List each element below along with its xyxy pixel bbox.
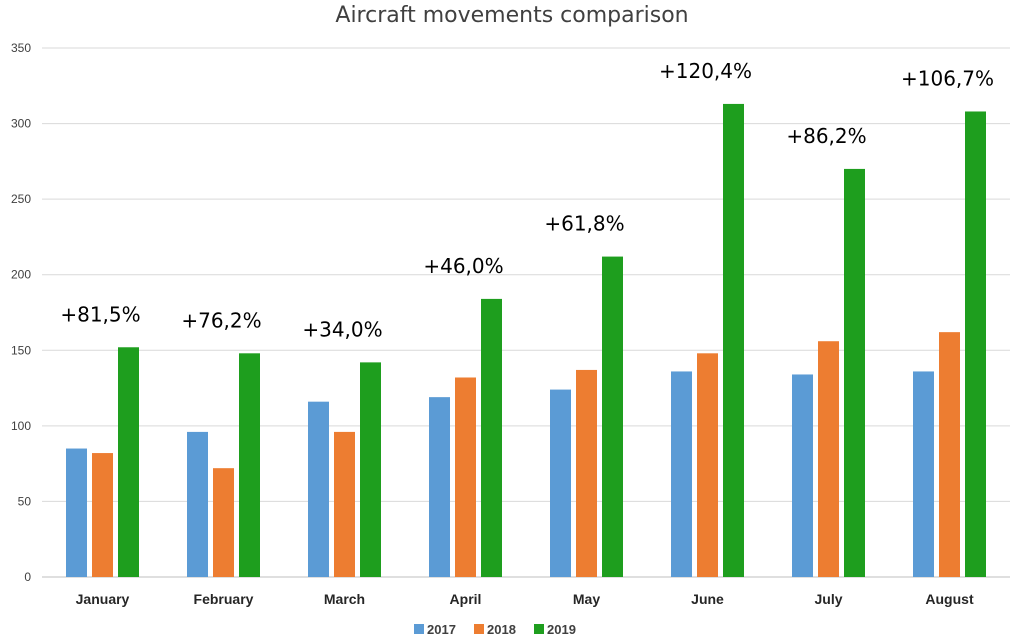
bar-2019-march [360,362,381,577]
growth-annotation: +34,0% [302,317,382,341]
y-tick-label: 350 [11,41,31,55]
growth-annotation: +106,7% [901,66,994,90]
bar-2018-june [697,353,718,577]
x-tick-label: June [691,591,724,607]
bar-2019-april [481,298,502,577]
bar-2019-june [723,103,744,578]
bar-2017-february [187,431,208,577]
bar-2018-may [576,369,597,577]
bar-2019-may [602,256,623,577]
x-axis-ticks: January February March April May June July Augu… [76,591,974,607]
bar-2018-july [818,341,839,577]
legend-label-2017: 2017 [427,622,456,637]
bar-2017-may [550,389,571,577]
y-tick-label: 50 [18,494,32,508]
bar-2019-july [844,168,865,577]
x-tick-label: July [814,591,842,607]
bar-2018-april [455,377,476,577]
bar-2017-january [66,448,87,577]
x-tick-label: May [573,591,600,607]
bar-2017-august [913,371,934,577]
x-tick-label: February [194,591,254,607]
x-tick-label: April [450,591,482,607]
growth-annotation: +76,2% [181,308,261,332]
bar-2018-march [334,431,355,577]
chart-title: Aircraft movements comparison [335,3,688,28]
annotations: +81,5% +76,2% +34,0% +46,0% +61,8% +120,4% +86… [60,59,994,341]
bar-2017-june [671,371,692,577]
y-axis-ticks: 0 50 100 150 200 250 300 350 [11,41,31,584]
bar-2017-march [308,401,329,577]
growth-annotation: +46,0% [423,254,503,278]
growth-annotation: +86,2% [786,124,866,148]
bar-2017-july [792,374,813,577]
bar-2019-august [965,111,986,577]
bar-2018-august [939,332,960,577]
x-tick-label: March [324,591,365,607]
y-tick-label: 300 [11,117,31,131]
y-tick-label: 250 [11,192,31,206]
bar-2017-april [429,397,450,577]
growth-annotation: +120,4% [659,59,752,83]
y-tick-label: 200 [11,268,31,282]
bar-2019-january [118,347,139,577]
legend-label-2018: 2018 [487,622,516,637]
bar-2018-february [213,468,234,577]
legend-swatch-2017 [414,624,424,634]
x-tick-label: August [925,591,974,607]
growth-annotation: +61,8% [544,212,624,236]
legend-label-2019: 2019 [547,622,576,637]
legend-swatch-2019 [534,624,544,634]
legend: 2017 2018 2019 [414,622,576,637]
x-tick-label: January [76,591,130,607]
y-tick-label: 100 [11,419,31,433]
y-tick-label: 0 [24,570,31,584]
bars [66,103,986,578]
bar-2018-january [92,453,113,577]
growth-annotation: +81,5% [60,302,140,326]
bar-2019-february [239,353,260,577]
legend-swatch-2018 [474,624,484,634]
y-tick-label: 150 [11,343,31,357]
